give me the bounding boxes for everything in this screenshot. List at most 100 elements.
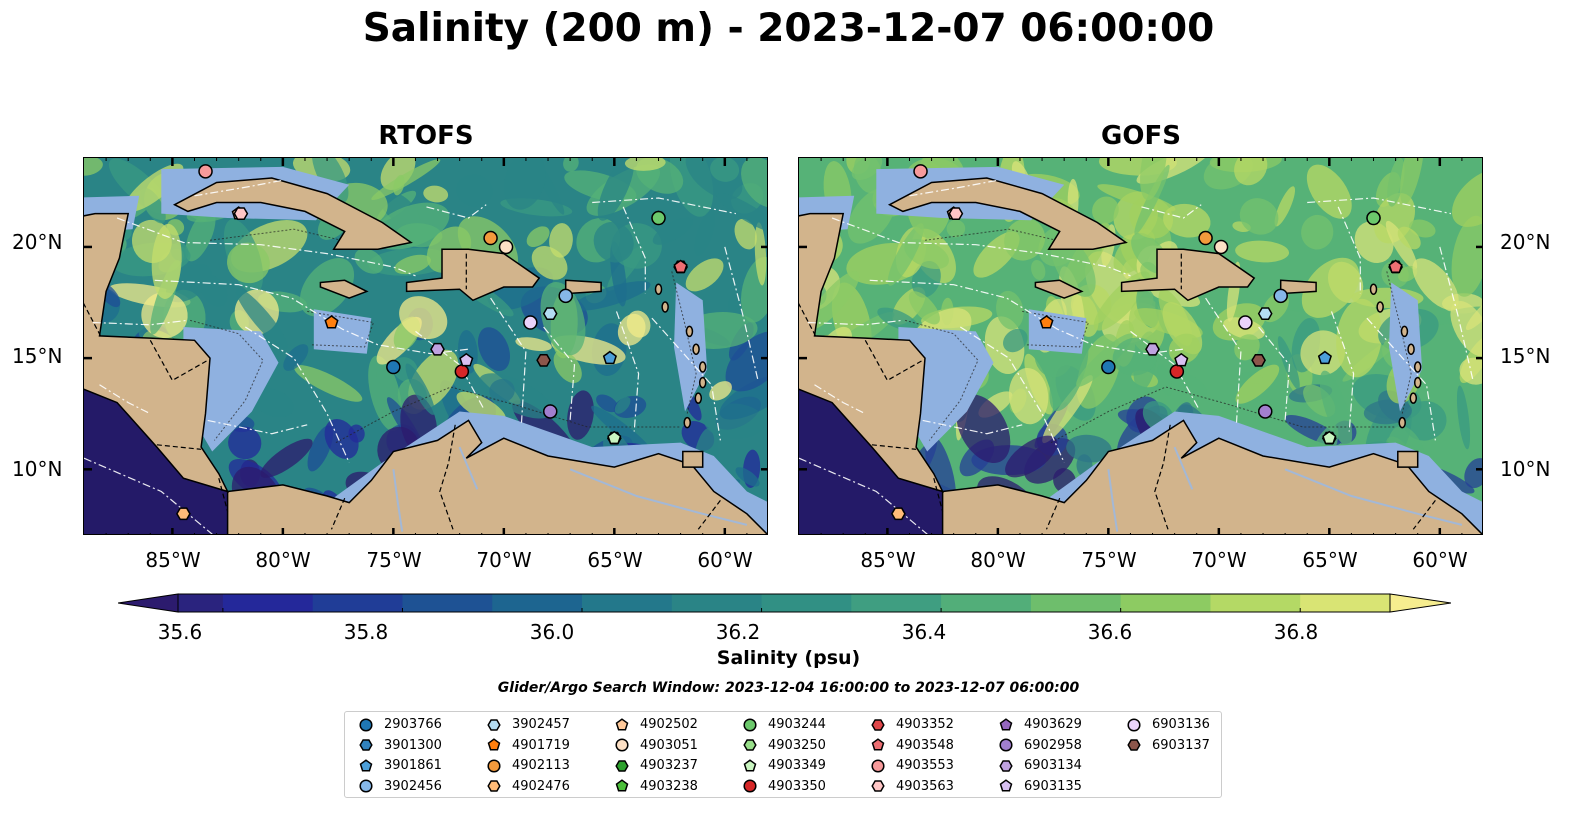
float-marker-6902958[interactable] <box>1257 404 1273 419</box>
legend-label: 4903237 <box>640 758 698 773</box>
legend-item: 3901300 <box>358 736 442 755</box>
colorbar-segment <box>941 594 1032 612</box>
legend-label: 3901861 <box>384 758 442 773</box>
legend-label: 4903238 <box>640 778 698 794</box>
float-marker-4901719[interactable] <box>324 315 339 329</box>
legend-item: 4903629 <box>998 715 1082 734</box>
lon-label-70w-right: 70°W <box>1191 548 1247 572</box>
float-marker-3902457[interactable] <box>1257 307 1273 321</box>
hexagon-marker-icon <box>487 718 501 731</box>
land-mass <box>226 419 767 534</box>
legend-label: 6903134 <box>1024 758 1082 773</box>
legend-label: 4903563 <box>896 778 954 794</box>
legend-label: 6903137 <box>1152 737 1210 753</box>
island <box>661 301 669 313</box>
eez-boundary <box>799 457 928 534</box>
float-marker-3902456[interactable] <box>1273 288 1288 304</box>
legend-label: 4902113 <box>512 758 570 773</box>
float-marker-4903244[interactable] <box>1366 210 1381 226</box>
eez-boundary <box>814 384 866 415</box>
island <box>1398 416 1406 429</box>
lat-label-15n-right: 15°N <box>1500 344 1551 368</box>
colorbar-frame <box>177 593 1391 613</box>
float-marker-6903137[interactable] <box>1251 353 1266 367</box>
float-marker-6902958[interactable] <box>542 404 558 419</box>
float-marker-2903766[interactable] <box>1101 359 1116 375</box>
legend-label: 6903136 <box>1152 717 1210 732</box>
float-marker-4903563[interactable] <box>233 207 249 220</box>
float-marker-6903137[interactable] <box>536 353 551 367</box>
legend-label: 4903352 <box>896 717 954 732</box>
float-marker-6903136[interactable] <box>523 315 538 330</box>
float-marker-3902457[interactable] <box>542 307 558 321</box>
float-marker-4903349[interactable] <box>607 430 622 445</box>
float-marker-4903051[interactable] <box>498 239 514 255</box>
colorbar-segment <box>492 594 583 612</box>
legend-label: 4903250 <box>768 737 826 753</box>
hexagon-marker-icon <box>871 718 885 731</box>
float-marker-6903135[interactable] <box>459 352 474 367</box>
eez-boundary <box>922 419 1023 435</box>
legend-item: 4903553 <box>870 756 954 775</box>
country-boundary <box>330 497 346 530</box>
legend-label: 3902457 <box>512 717 570 732</box>
eez-boundary <box>1439 246 1474 381</box>
circle-marker-icon <box>871 758 885 773</box>
float-marker-3901861[interactable] <box>1317 350 1332 365</box>
legend-item: 6902958 <box>998 736 1082 755</box>
pentagon-marker-icon <box>359 758 373 771</box>
float-marker-4902476[interactable] <box>891 507 906 521</box>
float-marker-4903350[interactable] <box>454 364 470 379</box>
colorbar-segment <box>178 594 224 612</box>
colorbar-segment <box>1030 594 1122 612</box>
float-marker-4903350[interactable] <box>1169 364 1185 379</box>
eez-boundary <box>1258 326 1291 421</box>
pentagon-marker-icon <box>743 758 757 771</box>
float-marker-3901861[interactable] <box>602 350 617 365</box>
legend-label: 4903629 <box>1024 717 1082 732</box>
country-boundary <box>697 500 721 530</box>
float-marker-4901719[interactable] <box>1039 315 1054 329</box>
float-marker-4902476[interactable] <box>176 507 191 521</box>
eez-boundary <box>84 457 213 534</box>
colorbar-segment <box>1120 594 1211 612</box>
legend-label: 3902456 <box>384 778 442 794</box>
float-marker-4903553[interactable] <box>198 164 213 179</box>
legend-item: 4903352 <box>870 715 954 734</box>
float-marker-4902113[interactable] <box>483 230 498 246</box>
colorbar-tick-36-2: 36.2 <box>715 620 761 644</box>
float-marker-4903244[interactable] <box>651 210 666 226</box>
eez-boundary <box>1141 204 1202 219</box>
colorbar-tick-35-8: 35.8 <box>343 620 389 644</box>
float-marker-3902456[interactable] <box>558 288 573 304</box>
land-mass <box>1120 248 1256 302</box>
legend-item: 4903548 <box>870 736 954 755</box>
float-marker-6903134[interactable] <box>1145 342 1160 356</box>
map-gofs[interactable] <box>798 157 1483 535</box>
legend-label: 4903349 <box>768 758 826 773</box>
float-marker-4903548[interactable] <box>673 259 688 273</box>
float-marker-4902113[interactable] <box>1198 230 1213 246</box>
island <box>694 392 703 404</box>
float-marker-6903135[interactable] <box>1174 352 1189 367</box>
eez-boundary <box>1337 206 1361 294</box>
float-marker-4903548[interactable] <box>1388 259 1403 273</box>
hexagon-marker-icon <box>615 759 629 772</box>
float-marker-4903563[interactable] <box>948 207 964 220</box>
float-marker-6903136[interactable] <box>1238 315 1253 330</box>
map-rtofs[interactable] <box>83 157 768 535</box>
eez-boundary <box>194 179 284 197</box>
float-marker-4903051[interactable] <box>1213 239 1229 255</box>
country-boundary <box>1412 500 1436 530</box>
float-marker-6903134[interactable] <box>430 342 445 356</box>
pentagon-marker-icon <box>999 779 1013 792</box>
island <box>698 361 707 373</box>
lon-label-80w-right: 80°W <box>970 548 1026 572</box>
legend-item: 3902457 <box>486 715 570 734</box>
pentagon-marker-icon <box>487 738 501 751</box>
legend-item: 4901719 <box>486 736 570 755</box>
float-marker-4903349[interactable] <box>1322 430 1337 445</box>
float-marker-2903766[interactable] <box>386 359 401 375</box>
float-marker-4903553[interactable] <box>913 164 928 179</box>
island <box>1376 301 1384 313</box>
